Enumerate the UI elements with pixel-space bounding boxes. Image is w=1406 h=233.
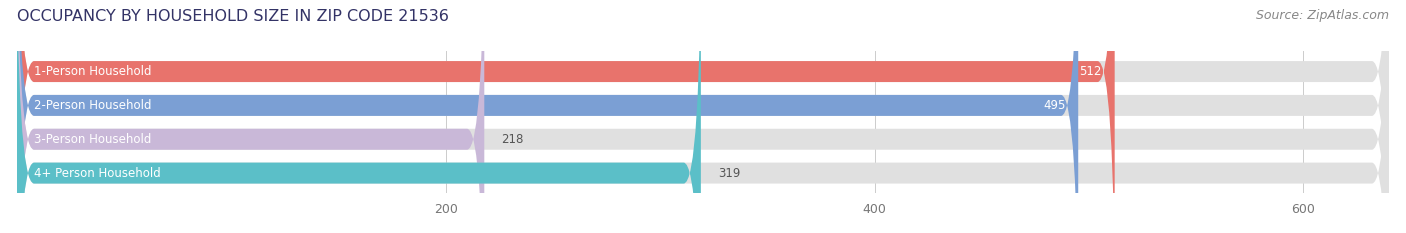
FancyBboxPatch shape [17,0,1078,233]
Text: 495: 495 [1043,99,1066,112]
FancyBboxPatch shape [17,0,1389,233]
Text: 319: 319 [718,167,741,180]
Text: 218: 218 [502,133,524,146]
Text: Source: ZipAtlas.com: Source: ZipAtlas.com [1256,9,1389,22]
FancyBboxPatch shape [17,0,484,233]
Text: 2-Person Household: 2-Person Household [34,99,152,112]
Text: 4+ Person Household: 4+ Person Household [34,167,160,180]
FancyBboxPatch shape [17,0,700,233]
FancyBboxPatch shape [17,0,1115,233]
Text: 1-Person Household: 1-Person Household [34,65,152,78]
FancyBboxPatch shape [17,0,1389,233]
Text: OCCUPANCY BY HOUSEHOLD SIZE IN ZIP CODE 21536: OCCUPANCY BY HOUSEHOLD SIZE IN ZIP CODE … [17,9,449,24]
FancyBboxPatch shape [17,0,1389,233]
Text: 3-Person Household: 3-Person Household [34,133,152,146]
Text: 512: 512 [1080,65,1102,78]
FancyBboxPatch shape [17,0,1389,233]
